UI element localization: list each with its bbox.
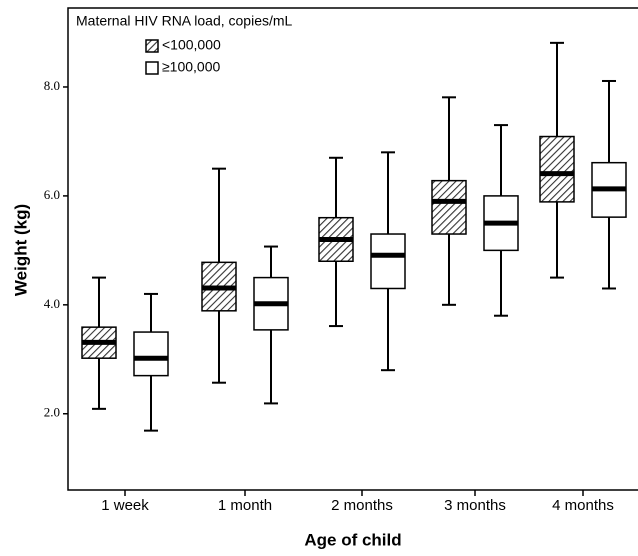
y-axis-title: Weight (kg) [11, 204, 30, 296]
legend-label: ≥100,000 [162, 59, 221, 75]
box [370, 233, 406, 290]
box [431, 179, 467, 235]
y-tick-label: 4.0 [44, 296, 60, 311]
box [539, 135, 575, 203]
x-tick-label: 3 months [444, 497, 506, 514]
box [133, 331, 169, 377]
legend-title: Maternal HIV RNA load, copies/mL [76, 13, 293, 29]
x-tick-label: 4 months [552, 497, 614, 514]
x-tick-label: 2 months [331, 497, 393, 514]
x-axis-title: Age of child [304, 530, 401, 549]
plot-frame [67, 7, 638, 491]
legend-label: <100,000 [162, 37, 221, 53]
legend-swatch [145, 61, 159, 75]
x-tick-label: 1 week [101, 497, 149, 514]
y-tick-label: 6.0 [44, 187, 60, 202]
legend-swatch [145, 39, 159, 53]
y-tick-label: 2.0 [44, 405, 60, 420]
y-tick-label: 8.0 [44, 78, 60, 93]
x-tick-label: 1 month [218, 497, 272, 514]
